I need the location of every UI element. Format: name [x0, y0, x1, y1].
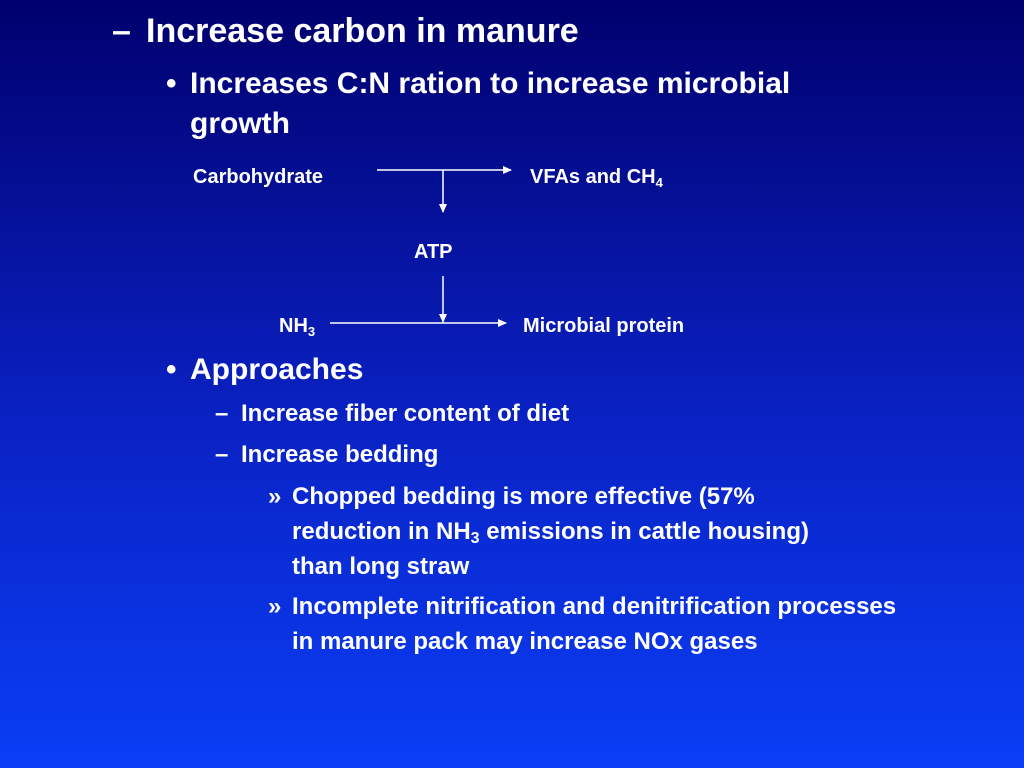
item-1-marker: » — [268, 483, 282, 510]
item-2-marker: » — [268, 593, 282, 620]
diagram-vfas-text: VFAs and CH — [530, 166, 656, 188]
item-1-line-2-pre: reduction in NH — [292, 518, 471, 545]
sub-item-1-text: Increase fiber content of diet — [241, 400, 570, 427]
item-2-text: Incomplete nitrification and denitrifica… — [292, 593, 897, 655]
item-1-line-1: Chopped bedding is more effective (57% — [292, 483, 755, 510]
bullet-2-text: Approaches — [190, 353, 364, 386]
diagram-nh3: NH3 — [279, 314, 315, 338]
item-1-line-2-subscript: 3 — [470, 530, 480, 547]
bullet-1-marker: • — [166, 67, 177, 100]
diagram-vfas-ch4: VFAs and CH4 — [530, 165, 663, 189]
diagram-vfas-subscript: 4 — [655, 175, 663, 190]
heading-text: Increase carbon in manure — [146, 12, 579, 50]
sub-item-1-dash: – — [215, 400, 229, 427]
sub-item-2-text: Increase bedding — [241, 441, 439, 468]
heading-dash: – — [112, 12, 131, 50]
item-1-line-3: than long straw — [292, 553, 470, 580]
diagram-nh3-subscript: 3 — [307, 324, 316, 339]
diagram-microbial-protein: Microbial protein — [523, 315, 685, 337]
item-1-line-2-post: emissions in cattle housing) — [479, 518, 809, 545]
sub-item-2-dash: – — [215, 441, 229, 468]
diagram-nh3-text: NH — [279, 315, 308, 337]
item-1-line-2: reduction in NH3 emissions in cattle hou… — [292, 514, 809, 549]
diagram-carbohydrate: Carbohydrate — [193, 166, 324, 188]
bullet-1-text: Increases C:N ration to increase microbi… — [190, 67, 791, 140]
diagram-atp: ATP — [414, 241, 453, 263]
bullet-2-marker: • — [166, 353, 177, 386]
